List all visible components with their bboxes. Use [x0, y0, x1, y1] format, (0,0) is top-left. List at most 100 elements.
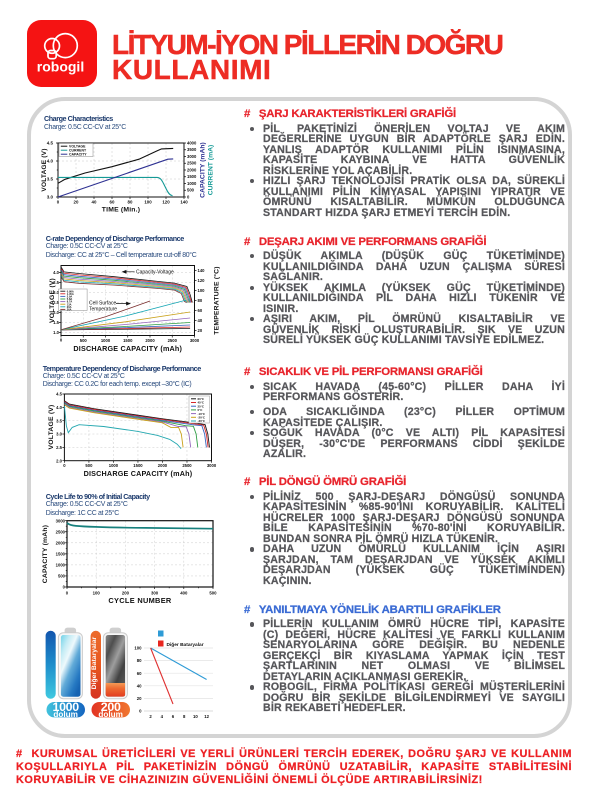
svg-text:4.5: 4.5: [47, 141, 54, 146]
svg-text:2000: 2000: [158, 463, 168, 468]
svg-text:2500: 2500: [168, 338, 178, 343]
svg-text:3000: 3000: [207, 463, 217, 468]
svg-text:-10°C: -10°C: [198, 412, 206, 416]
svg-text:Diğer Bataryalar: Diğer Bataryalar: [91, 636, 98, 689]
svg-text:4.0: 4.0: [47, 159, 54, 164]
svg-text:60: 60: [198, 308, 203, 313]
svg-text:0: 0: [187, 195, 190, 200]
svg-text:45°C: 45°C: [198, 401, 205, 405]
svg-text:4.0: 4.0: [56, 405, 62, 410]
svg-text:2500: 2500: [55, 529, 65, 534]
svg-text:robogil: robogil: [37, 59, 84, 75]
svg-text:60°C: 60°C: [198, 397, 205, 401]
svg-text:4.0: 4.0: [53, 270, 59, 275]
svg-text:3.0: 3.0: [53, 290, 59, 295]
svg-text:4000: 4000: [187, 141, 197, 146]
svg-text:3.5: 3.5: [47, 177, 54, 182]
svg-text:-30°C: -30°C: [198, 419, 206, 423]
svg-text:13A: 13A: [67, 302, 72, 306]
svg-text:300: 300: [151, 591, 159, 596]
svg-text:0: 0: [65, 590, 68, 595]
svg-text:TIME (Min.): TIME (Min.): [102, 207, 140, 214]
svg-text:140: 140: [198, 268, 206, 273]
svg-text:40: 40: [198, 318, 203, 323]
svg-text:500: 500: [58, 574, 66, 579]
svg-text:CAPACITY (mAh): CAPACITY (mAh): [200, 142, 207, 198]
svg-text:2.9A: 2.9A: [67, 295, 73, 299]
svg-text:40: 40: [137, 683, 142, 688]
svg-text:DISCHARGE CAPACITY (mAh): DISCHARGE CAPACITY (mAh): [73, 344, 182, 353]
svg-text:500: 500: [80, 338, 88, 343]
svg-text:120: 120: [198, 278, 206, 283]
svg-text:2500: 2500: [187, 161, 197, 166]
svg-text:1000: 1000: [55, 563, 65, 568]
svg-text:400: 400: [180, 591, 188, 596]
svg-text:CURRENT: CURRENT: [69, 149, 87, 153]
svg-text:4: 4: [161, 714, 164, 719]
svg-text:3000: 3000: [190, 338, 200, 343]
svg-text:0: 0: [62, 585, 65, 590]
svg-text:500: 500: [209, 591, 217, 596]
svg-text:3.0: 3.0: [56, 432, 62, 437]
svg-text:5.8A: 5.8A: [67, 297, 73, 301]
svg-text:0: 0: [57, 199, 60, 204]
svg-text:1000: 1000: [109, 463, 119, 468]
svg-text:20: 20: [74, 200, 79, 205]
svg-text:500: 500: [187, 188, 195, 193]
svg-text:120: 120: [162, 200, 170, 205]
svg-text:2500: 2500: [182, 463, 192, 468]
svg-text:100: 100: [144, 200, 152, 205]
svg-text:3.5: 3.5: [56, 418, 62, 423]
svg-text:25°C: 25°C: [198, 404, 205, 408]
svg-text:6: 6: [172, 714, 175, 719]
svg-text:2.5: 2.5: [56, 445, 62, 450]
svg-text:Diğer Bataryalar: Diğer Bataryalar: [167, 642, 204, 648]
svg-text:2.0: 2.0: [56, 458, 62, 463]
svg-text:-20°C: -20°C: [198, 416, 206, 420]
svg-text:2000: 2000: [145, 338, 155, 343]
svg-text:CAPACITY (mAh): CAPACITY (mAh): [42, 525, 49, 583]
svg-text:TEMPERATURE (°C): TEMPERATURE (°C): [213, 266, 221, 334]
svg-text:dolum: dolum: [53, 710, 78, 719]
svg-text:0°C: 0°C: [198, 408, 204, 412]
svg-text:CYCLE NUMBER: CYCLE NUMBER: [108, 596, 171, 605]
svg-text:20A: 20A: [67, 305, 72, 309]
svg-text:1000: 1000: [187, 181, 197, 186]
svg-text:0: 0: [139, 709, 142, 714]
svg-text:12: 12: [204, 714, 209, 719]
svg-text:100: 100: [134, 646, 142, 651]
svg-text:100: 100: [92, 591, 100, 596]
svg-text:0: 0: [60, 338, 63, 343]
svg-text:2000: 2000: [187, 168, 197, 173]
svg-text:CURRENT (mA): CURRENT (mA): [208, 145, 215, 196]
svg-text:3.0: 3.0: [47, 195, 54, 200]
svg-text:80: 80: [198, 298, 203, 303]
svg-text:200: 200: [101, 700, 121, 714]
svg-text:8: 8: [183, 714, 186, 719]
svg-text:1500: 1500: [55, 552, 65, 557]
svg-text:VOLTAGE (V): VOLTAGE (V): [49, 278, 56, 323]
svg-text:Temperature: Temperature: [89, 306, 117, 312]
svg-text:Cell Surface: Cell Surface: [89, 300, 116, 306]
svg-text:1500: 1500: [133, 463, 143, 468]
svg-text:0.98A: 0.98A: [67, 289, 74, 293]
svg-text:1000: 1000: [101, 338, 111, 343]
svg-text:VOLTAGE (V): VOLTAGE (V): [41, 148, 48, 191]
svg-text:1.45A: 1.45A: [67, 292, 74, 296]
svg-text:2.0: 2.0: [53, 310, 59, 315]
svg-text:8.7A: 8.7A: [67, 300, 73, 304]
svg-text:20: 20: [198, 328, 203, 333]
svg-text:2: 2: [149, 714, 152, 719]
svg-text:3500: 3500: [187, 147, 197, 152]
svg-text:80: 80: [128, 200, 133, 205]
svg-text:Capacity-Voltage: Capacity-Voltage: [136, 269, 174, 275]
svg-text:140: 140: [180, 200, 188, 205]
svg-text:500: 500: [85, 463, 93, 468]
svg-text:3000: 3000: [55, 518, 65, 523]
svg-text:1.0: 1.0: [53, 330, 59, 335]
svg-text:1500: 1500: [187, 174, 197, 179]
svg-text:2.5: 2.5: [53, 300, 59, 305]
svg-text:1500: 1500: [123, 338, 133, 343]
svg-text:20: 20: [137, 696, 142, 701]
svg-text:2000: 2000: [55, 541, 65, 546]
